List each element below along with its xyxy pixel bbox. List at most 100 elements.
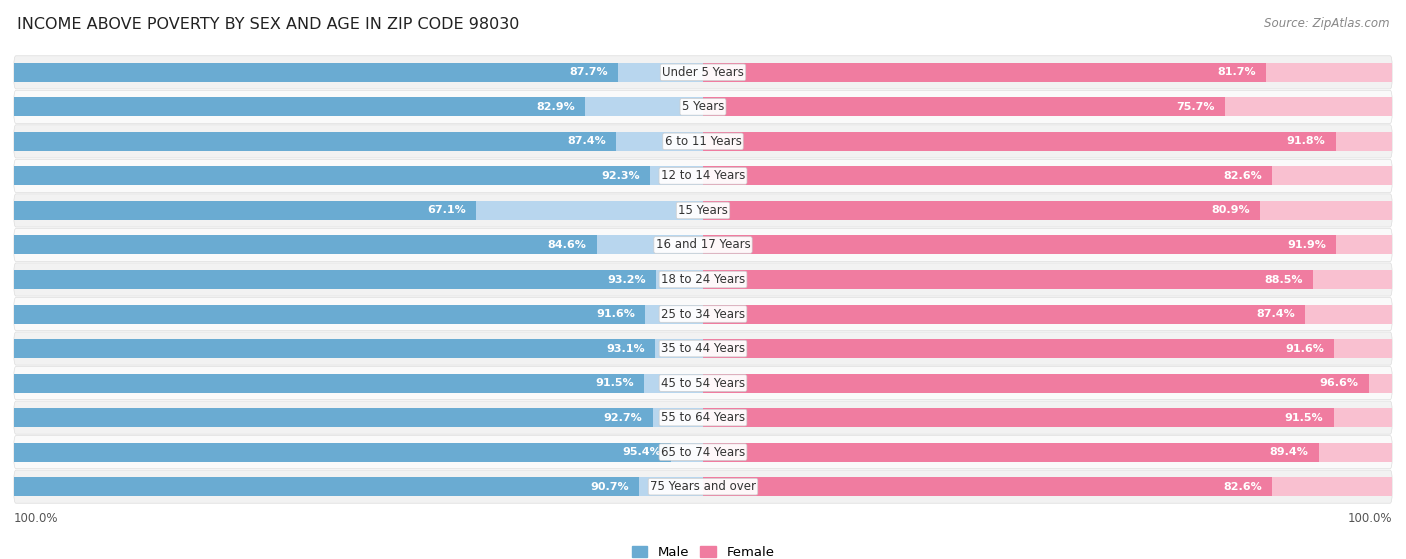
Bar bbox=[703, 408, 1333, 427]
Bar bbox=[14, 167, 703, 186]
Bar bbox=[14, 63, 703, 82]
Text: 93.2%: 93.2% bbox=[607, 274, 645, 285]
Bar bbox=[14, 443, 703, 462]
Bar bbox=[703, 63, 1265, 82]
Bar bbox=[14, 235, 598, 254]
Bar bbox=[14, 132, 703, 151]
Bar bbox=[14, 305, 645, 324]
Text: 55 to 64 Years: 55 to 64 Years bbox=[661, 411, 745, 424]
Text: Source: ZipAtlas.com: Source: ZipAtlas.com bbox=[1264, 17, 1389, 30]
Text: 87.4%: 87.4% bbox=[1256, 309, 1295, 319]
Text: 12 to 14 Years: 12 to 14 Years bbox=[661, 169, 745, 182]
Text: 100.0%: 100.0% bbox=[14, 511, 59, 524]
Text: 45 to 54 Years: 45 to 54 Years bbox=[661, 377, 745, 390]
Bar bbox=[14, 408, 703, 427]
Text: 88.5%: 88.5% bbox=[1264, 274, 1302, 285]
Bar bbox=[14, 443, 671, 462]
Bar bbox=[703, 235, 1392, 254]
Bar bbox=[14, 339, 703, 358]
Bar bbox=[14, 201, 703, 220]
Bar bbox=[703, 97, 1392, 116]
Bar bbox=[14, 132, 616, 151]
FancyBboxPatch shape bbox=[14, 435, 1392, 468]
Text: 91.5%: 91.5% bbox=[596, 378, 634, 388]
Bar bbox=[703, 167, 1392, 186]
FancyBboxPatch shape bbox=[14, 297, 1392, 330]
Bar bbox=[703, 373, 1368, 392]
Text: 91.9%: 91.9% bbox=[1286, 240, 1326, 250]
Text: 16 and 17 Years: 16 and 17 Years bbox=[655, 239, 751, 252]
Bar bbox=[703, 443, 1392, 462]
Bar bbox=[703, 477, 1272, 496]
Text: 75.7%: 75.7% bbox=[1175, 102, 1215, 112]
Bar bbox=[14, 477, 703, 496]
Text: 87.4%: 87.4% bbox=[567, 136, 606, 146]
Text: 95.4%: 95.4% bbox=[623, 447, 661, 457]
Bar bbox=[703, 373, 1392, 392]
Bar bbox=[703, 339, 1334, 358]
Text: 18 to 24 Years: 18 to 24 Years bbox=[661, 273, 745, 286]
FancyBboxPatch shape bbox=[14, 91, 1392, 124]
Bar bbox=[14, 201, 477, 220]
Text: 75 Years and over: 75 Years and over bbox=[650, 480, 756, 493]
Text: 84.6%: 84.6% bbox=[548, 240, 586, 250]
Bar bbox=[14, 477, 638, 496]
Text: INCOME ABOVE POVERTY BY SEX AND AGE IN ZIP CODE 98030: INCOME ABOVE POVERTY BY SEX AND AGE IN Z… bbox=[17, 17, 519, 32]
Text: 15 Years: 15 Years bbox=[678, 204, 728, 217]
Bar bbox=[14, 408, 652, 427]
Bar bbox=[703, 167, 1272, 186]
Bar bbox=[14, 270, 703, 289]
Text: 100.0%: 100.0% bbox=[1347, 511, 1392, 524]
Text: 89.4%: 89.4% bbox=[1270, 447, 1309, 457]
Text: 91.6%: 91.6% bbox=[1285, 344, 1324, 353]
Bar bbox=[703, 132, 1336, 151]
Text: 25 to 34 Years: 25 to 34 Years bbox=[661, 307, 745, 320]
Bar bbox=[14, 97, 585, 116]
FancyBboxPatch shape bbox=[14, 194, 1392, 227]
Text: 5 Years: 5 Years bbox=[682, 101, 724, 113]
Text: 92.7%: 92.7% bbox=[603, 413, 643, 423]
Bar bbox=[703, 235, 1336, 254]
Bar bbox=[703, 408, 1392, 427]
Bar bbox=[703, 201, 1392, 220]
FancyBboxPatch shape bbox=[14, 332, 1392, 365]
Bar bbox=[14, 305, 703, 324]
Text: 91.5%: 91.5% bbox=[1285, 413, 1323, 423]
Text: 93.1%: 93.1% bbox=[606, 344, 645, 353]
Text: 91.8%: 91.8% bbox=[1286, 136, 1326, 146]
Bar bbox=[703, 63, 1392, 82]
Text: 82.6%: 82.6% bbox=[1223, 171, 1261, 181]
Bar bbox=[703, 270, 1313, 289]
FancyBboxPatch shape bbox=[14, 56, 1392, 89]
Text: 80.9%: 80.9% bbox=[1212, 206, 1250, 215]
Bar bbox=[14, 373, 644, 392]
Text: 82.6%: 82.6% bbox=[1223, 482, 1261, 492]
Bar bbox=[703, 443, 1319, 462]
Bar bbox=[14, 270, 657, 289]
Bar bbox=[703, 97, 1225, 116]
Text: 96.6%: 96.6% bbox=[1319, 378, 1358, 388]
FancyBboxPatch shape bbox=[14, 401, 1392, 434]
Text: 82.9%: 82.9% bbox=[536, 102, 575, 112]
Bar bbox=[14, 373, 703, 392]
Text: Under 5 Years: Under 5 Years bbox=[662, 66, 744, 79]
Text: 65 to 74 Years: 65 to 74 Years bbox=[661, 446, 745, 458]
FancyBboxPatch shape bbox=[14, 125, 1392, 158]
Text: 87.7%: 87.7% bbox=[569, 67, 607, 77]
FancyBboxPatch shape bbox=[14, 470, 1392, 503]
Bar bbox=[703, 339, 1392, 358]
FancyBboxPatch shape bbox=[14, 367, 1392, 400]
Bar bbox=[703, 305, 1392, 324]
Text: 81.7%: 81.7% bbox=[1218, 67, 1256, 77]
Text: 67.1%: 67.1% bbox=[427, 206, 465, 215]
Bar bbox=[14, 63, 619, 82]
Bar bbox=[703, 132, 1392, 151]
Text: 35 to 44 Years: 35 to 44 Years bbox=[661, 342, 745, 355]
FancyBboxPatch shape bbox=[14, 159, 1392, 192]
Bar bbox=[703, 305, 1305, 324]
Bar bbox=[14, 97, 703, 116]
FancyBboxPatch shape bbox=[14, 263, 1392, 296]
Text: 90.7%: 90.7% bbox=[591, 482, 628, 492]
Text: 91.6%: 91.6% bbox=[596, 309, 634, 319]
Bar bbox=[14, 235, 703, 254]
